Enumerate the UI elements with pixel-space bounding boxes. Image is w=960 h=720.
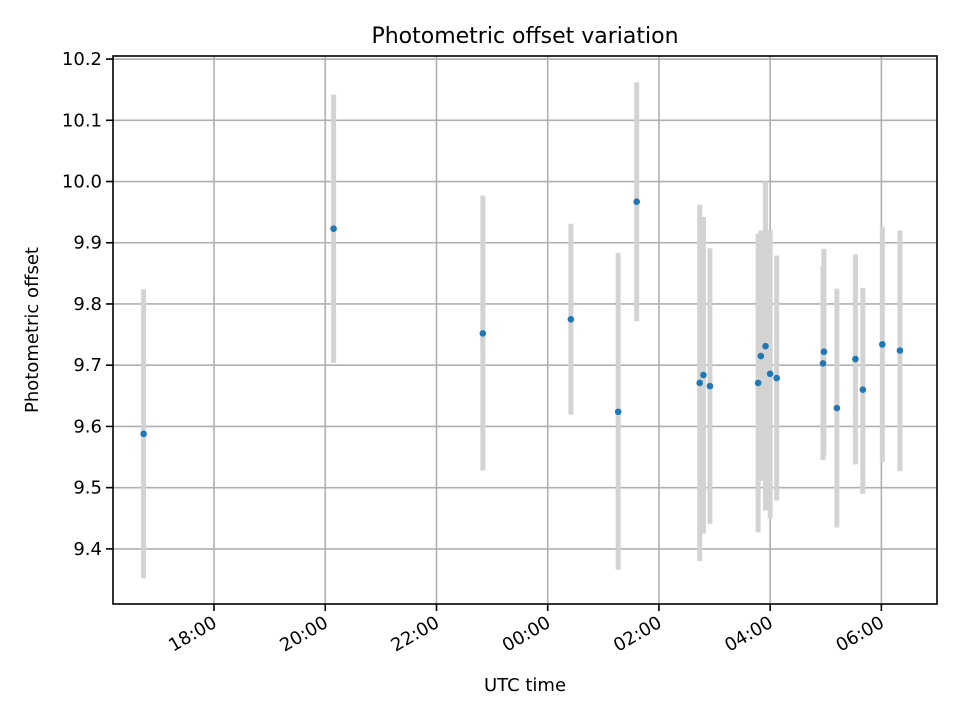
data-point <box>879 341 886 348</box>
x-tick-label: 20:00 <box>276 612 331 656</box>
data-point <box>833 404 841 412</box>
data-point <box>330 225 337 232</box>
data-point <box>757 352 765 360</box>
y-tick-label: 10.1 <box>62 110 102 131</box>
y-axis-ticks: 9.4 9.5 9.6 9.7 9.8 9.9 10.0 10.1 10.2 <box>62 49 113 560</box>
y-tick-label: 9.9 <box>73 233 102 254</box>
data-point <box>696 379 704 387</box>
y-tick-label: 9.4 <box>73 539 102 560</box>
y-tick-label: 9.5 <box>73 478 102 499</box>
errorbar-layer <box>141 82 903 579</box>
x-tick-label: 06:00 <box>832 612 887 656</box>
plot-frame <box>112 55 938 605</box>
data-point <box>140 430 147 438</box>
data-point <box>820 348 828 356</box>
data-point <box>819 360 827 367</box>
data-point <box>633 198 640 206</box>
data-point <box>859 386 867 393</box>
data-point <box>700 371 707 379</box>
grid-layer <box>113 56 937 604</box>
x-axis-ticks: 18:00 20:00 22:00 00:00 02:00 04:00 06:00 <box>165 604 888 656</box>
x-axis-label: UTC time <box>484 675 566 696</box>
x-tick-label: 02:00 <box>610 612 665 656</box>
chart-title: Photometric offset variation <box>371 24 678 49</box>
y-tick-label: 9.7 <box>73 355 102 376</box>
data-point <box>773 374 780 382</box>
y-axis-label: Photometric offset <box>22 247 43 413</box>
data-point <box>479 330 487 337</box>
data-point <box>762 342 769 350</box>
data-point <box>852 355 859 363</box>
x-tick-label: 18:00 <box>165 612 220 656</box>
data-point <box>754 379 762 387</box>
point-layer <box>140 198 904 438</box>
x-tick-label: 04:00 <box>721 612 776 656</box>
x-tick-label: 00:00 <box>499 612 554 656</box>
x-tick-label: 22:00 <box>388 612 443 656</box>
y-tick-label: 9.6 <box>73 416 102 437</box>
data-point <box>706 382 714 390</box>
data-point <box>567 315 575 323</box>
y-tick-label: 9.8 <box>73 294 102 315</box>
y-tick-label: 10.2 <box>62 49 102 70</box>
data-point <box>896 347 904 354</box>
data-point <box>766 370 774 378</box>
data-point <box>614 408 622 416</box>
y-tick-label: 10.0 <box>62 172 102 193</box>
